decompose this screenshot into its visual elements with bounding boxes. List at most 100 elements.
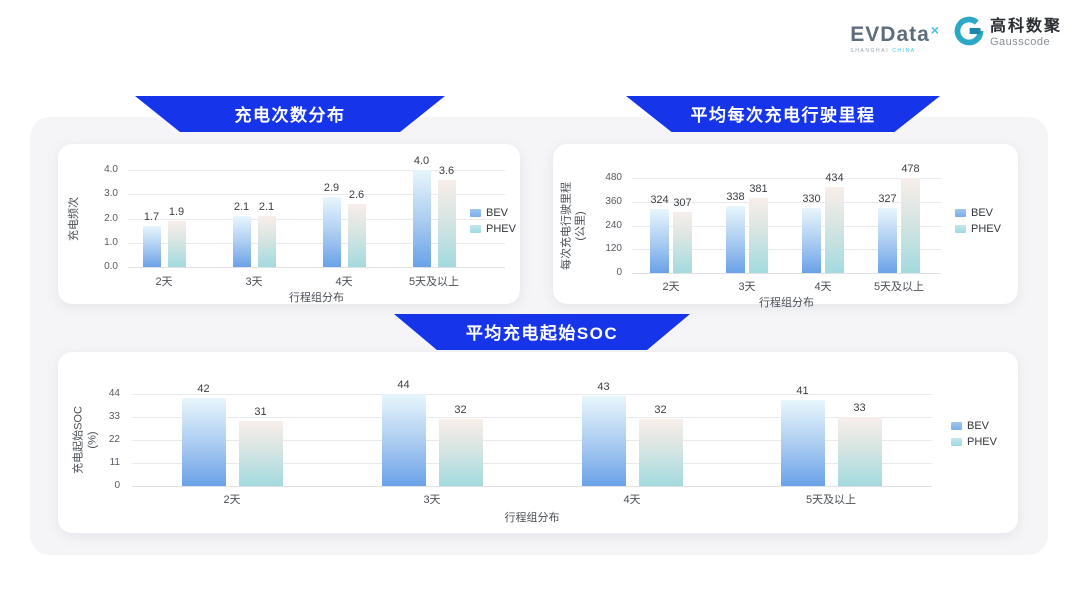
bar-value-label: 43 — [597, 381, 610, 394]
bar-bev — [381, 394, 426, 486]
gridline — [128, 242, 505, 244]
y-axis-tick-label: 1.0 — [104, 236, 118, 248]
chart-legend: BEV PHEV — [951, 420, 997, 448]
y-axis-tick-label: 0 — [616, 267, 622, 278]
banner-charge-count-title: 充电次数分布 — [135, 96, 445, 132]
gausscode-logo: 高科数聚 Gausscode — [954, 16, 1062, 51]
chart-legend: BEV PHEV — [955, 207, 1001, 235]
bar-phev — [238, 421, 283, 486]
bar-bev — [322, 196, 341, 267]
gausscode-name-cn: 高科数聚 — [989, 18, 1062, 35]
evdata-wordmark: EVData — [850, 23, 930, 46]
y-axis-tick-label: 240 — [605, 219, 622, 231]
gridline — [632, 201, 941, 203]
gridline — [632, 273, 941, 274]
gridline — [128, 218, 505, 220]
bar-value-label: 478 — [901, 163, 920, 176]
legend-label: BEV — [486, 207, 509, 219]
y-axis-tick-label: 4.0 — [104, 164, 118, 175]
bar-value-label: 41 — [796, 385, 809, 398]
bar-value-label: 4.0 — [413, 155, 430, 167]
bar-phev — [257, 216, 276, 267]
legend-swatch-icon — [955, 225, 966, 233]
legend-label: PHEV — [967, 436, 997, 448]
bar-value-label: 32 — [654, 404, 667, 417]
banner-mileage-title: 平均每次充电行驶里程 — [626, 96, 940, 132]
card-start-soc: 0 11 22 33 44 充电起始SOC (%) 42 31 2天 44 32 3天 43 32 4天 41 3… — [58, 352, 1018, 533]
x-axis-title: 行程组分布 — [759, 297, 814, 309]
x-axis-category-label: 3天 — [423, 494, 441, 506]
bar-value-label: 2.1 — [258, 201, 275, 214]
bar-bev — [726, 206, 745, 273]
legend-swatch-icon — [470, 209, 481, 217]
bar-phev — [347, 203, 366, 267]
bar-value-label: 381 — [749, 182, 768, 195]
y-axis-tick-label: 22 — [108, 434, 120, 445]
x-axis-category-label: 4天 — [335, 276, 353, 288]
gridline — [128, 170, 505, 171]
bar-value-label: 324 — [650, 193, 669, 206]
x-axis-category-label: 5天及以上 — [408, 276, 460, 288]
legend-item-phev[interactable]: PHEV — [955, 223, 1001, 235]
legend-item-phev[interactable]: PHEV — [470, 223, 516, 235]
legend-swatch-icon — [951, 438, 962, 446]
y-axis-title: 每次充电行驶里程 (公里) — [560, 181, 587, 270]
x-axis-category-label: 4天 — [814, 281, 832, 293]
gridline — [132, 417, 932, 418]
gridline — [632, 178, 941, 179]
bar-bev — [181, 398, 226, 486]
y-axis-tick-label: 11 — [109, 457, 120, 468]
gridline — [632, 225, 941, 227]
bar-bev — [878, 208, 897, 273]
x-axis-category-label: 3天 — [738, 281, 756, 293]
bar-phev — [638, 419, 683, 486]
x-axis-category-label: 4天 — [623, 494, 641, 506]
legend-item-bev[interactable]: BEV — [951, 420, 997, 432]
bar-phev — [749, 197, 768, 273]
bar-value-label: 327 — [878, 193, 897, 206]
gridline — [132, 440, 932, 441]
bar-value-label: 1.7 — [143, 210, 160, 223]
y-axis-tick-label: 120 — [605, 243, 622, 255]
chart-mileage-per-charge: 0 120 240 360 480 每次充电行驶里程 (公里) 324 307 2天 338 381 3… — [553, 144, 1018, 309]
legend-item-bev[interactable]: BEV — [470, 207, 516, 219]
x-axis-category-label: 2天 — [223, 494, 241, 506]
y-axis-tick-label: 480 — [605, 172, 622, 183]
bar-value-label: 31 — [254, 406, 267, 419]
y-axis-tick-label: 33 — [108, 411, 120, 422]
legend-label: PHEV — [486, 223, 516, 235]
bar-value-label: 1.9 — [168, 205, 185, 218]
gausscode-name-en: Gausscode — [989, 36, 1051, 48]
bar-bev — [650, 208, 669, 273]
bar-bev — [581, 396, 626, 486]
bar-value-label: 42 — [197, 383, 210, 396]
bar-value-label: 32 — [454, 404, 467, 417]
gridline — [132, 463, 932, 464]
legend-label: PHEV — [971, 223, 1001, 235]
legend-label: BEV — [971, 207, 994, 219]
legend-label: BEV — [967, 420, 990, 432]
x-axis-title: 行程组分布 — [289, 292, 344, 304]
bar-value-label: 2.9 — [323, 181, 340, 194]
bar-bev — [780, 400, 825, 486]
bar-value-label: 2.6 — [348, 188, 365, 201]
y-axis-title: 充电起始SOC (%) — [72, 406, 99, 474]
gausscode-g-icon — [954, 16, 984, 51]
bar-phev — [825, 187, 844, 273]
header-logo-bar: EVData× SHANGHAI CHINA 高科数聚 Gausscode — [850, 16, 1062, 54]
x-axis-title: 行程组分布 — [504, 512, 560, 524]
legend-item-bev[interactable]: BEV — [955, 207, 1001, 219]
bar-phev — [901, 178, 920, 273]
legend-swatch-icon — [951, 422, 962, 430]
gridline — [132, 486, 932, 487]
banner-soc-title: 平均充电起始SOC — [394, 314, 690, 350]
legend-item-phev[interactable]: PHEV — [951, 436, 997, 448]
bar-value-label: 3.6 — [438, 164, 455, 177]
x-axis-category-label: 2天 — [662, 281, 680, 293]
gridline — [632, 249, 941, 251]
y-axis-tick-label: 360 — [605, 195, 622, 207]
chart-start-soc: 0 11 22 33 44 充电起始SOC (%) 42 31 2天 44 32 3天 43 32 4天 41 3… — [58, 352, 1018, 533]
bar-phev — [437, 179, 456, 267]
bar-bev — [802, 207, 821, 273]
evdata-logo: EVData× SHANGHAI CHINA — [850, 16, 940, 54]
